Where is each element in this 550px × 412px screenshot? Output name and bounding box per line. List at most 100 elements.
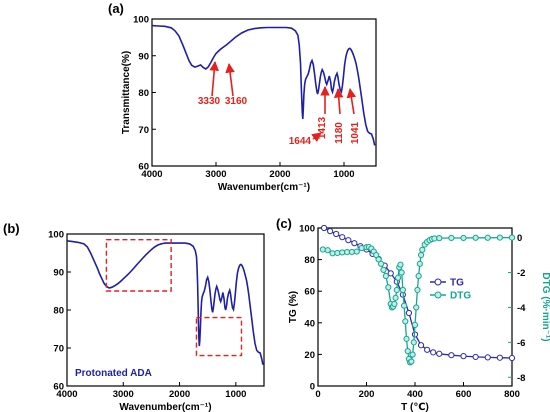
- legend-tg-marker: [434, 278, 442, 286]
- dtg-marker: [403, 335, 410, 342]
- peak-arrow-1180: [333, 88, 344, 115]
- tg-marker: [430, 349, 437, 356]
- panel-b-x-axis-title: Wavenumber(cm⁻¹): [119, 402, 211, 412]
- panel-c-right-y-tick-label: -8: [517, 373, 525, 384]
- panel-b-y-tick-label: 70: [53, 344, 64, 355]
- tg-marker: [484, 354, 491, 361]
- tg-marker: [405, 309, 413, 317]
- panel-c-x-tick-label: 0: [315, 389, 320, 400]
- dtg-marker: [398, 269, 405, 276]
- dtg-marker: [414, 286, 421, 294]
- dtg-marker: [402, 318, 409, 325]
- dtg-marker: [408, 358, 415, 365]
- peak-arrow-3160: [225, 63, 235, 97]
- dtg-marker: [392, 294, 399, 301]
- highlight-box-2: [195, 316, 243, 357]
- peak-label-1413: 1413: [317, 116, 328, 139]
- panel-a-x-ticks: 4000 3000 2000 1000: [141, 162, 355, 180]
- dtg-marker: [413, 304, 420, 311]
- highlight-box-1: [105, 238, 172, 292]
- panel-b-sample-label: Protonated ADA: [75, 368, 152, 379]
- tg-marker: [320, 224, 328, 232]
- dtg-marker: [382, 272, 389, 280]
- panel-c-y-axis-title-right: DTG (%·min⁻¹): [540, 272, 550, 341]
- dtg-marker: [436, 235, 443, 242]
- panel-a-x-tick-label: 4000: [141, 169, 162, 180]
- tg-marker: [436, 350, 443, 357]
- panel-c-x-axis-title: T (℃): [401, 402, 429, 412]
- panel-a-peak-annotations: 3330 3160 1644 1413 1180 1041: [198, 61, 361, 147]
- dtg-marker: [353, 248, 360, 255]
- panel-c-legend: TG DTG: [430, 278, 471, 302]
- panel-a-label: (a): [108, 1, 124, 16]
- dtg-marker: [400, 302, 408, 309]
- tg-marker: [387, 270, 394, 277]
- tg-marker: [339, 234, 346, 241]
- peak-arrow-1041: [346, 88, 357, 115]
- dtg-marker: [496, 234, 503, 241]
- panel-a-y-tick-label: 70: [138, 125, 149, 136]
- tg-marker: [327, 228, 334, 235]
- dtg-marker: [409, 351, 416, 358]
- panel-c-right-y-tick-label: -6: [517, 338, 525, 349]
- panel-a-y-tick-label: 100: [133, 15, 149, 26]
- peak-arrow-1644: [311, 132, 322, 143]
- panel-b-label: (b): [3, 221, 20, 236]
- dtg-marker: [393, 286, 400, 294]
- dtg-marker: [404, 347, 411, 355]
- panel-c: (c) 0 200 400 600 800 0 20 40 60 80 100 -8 -6 -4 -2 0…: [276, 216, 550, 412]
- dtg-marker: [419, 246, 426, 253]
- panel-c-x-ticks: 0 200 400 600 800: [315, 382, 520, 400]
- panel-c-x-tick-label: 200: [359, 389, 375, 400]
- peak-arrow-3330: [209, 61, 220, 97]
- dtg-marker: [415, 272, 422, 280]
- panel-a-y-tick-label: 90: [138, 51, 149, 62]
- panel-b: (b) 4000 3000 2000 1000 60 70 80 90 100 Protona…: [3, 221, 265, 412]
- panel-b-x-tick-label: 1000: [225, 389, 246, 400]
- panel-a-x-axis-title: Wavenumber(cm⁻¹): [218, 182, 310, 193]
- panel-a-y-ticks: 60 70 80 90 100: [133, 15, 156, 173]
- panel-a-y-axis-title: Transmittance(%): [121, 51, 132, 134]
- panel-c-y-ticks-left: 0 20 40 60 80 100: [299, 224, 322, 393]
- dtg-marker: [377, 260, 385, 267]
- dtg-marker: [380, 266, 387, 274]
- dtg-marker: [397, 261, 404, 268]
- tg-marker: [333, 230, 340, 238]
- panel-c-y-tick-label: 20: [304, 350, 315, 361]
- dtg-marker: [319, 246, 326, 253]
- panel-a: (a) 4000 3000 2000 1000 60 70 80 90 100 3330 316…: [108, 1, 377, 193]
- dtg-marker: [410, 339, 417, 346]
- panel-b-plot-area: [66, 233, 265, 387]
- dtg-marker: [391, 300, 398, 308]
- panel-c-y-tick-label: 40: [304, 318, 315, 329]
- peak-label-1180: 1180: [334, 122, 345, 144]
- legend-dtg-marker: [434, 291, 442, 299]
- panel-c-dtg-line: [322, 236, 512, 364]
- peak-label-1644: 1644: [289, 136, 312, 147]
- dtg-marker: [484, 234, 491, 241]
- peak-label-3330: 3330: [198, 96, 221, 107]
- tg-marker: [496, 354, 503, 361]
- panel-b-y-tick-label: 80: [53, 306, 64, 317]
- dtg-marker: [385, 284, 392, 291]
- panel-a-y-tick-label: 60: [138, 162, 149, 173]
- panel-b-spectrum-line: [66, 240, 264, 365]
- panel-c-right-y-tick-label: -4: [517, 303, 526, 314]
- dtg-marker: [416, 260, 423, 267]
- panel-a-spectrum-line: [151, 24, 376, 146]
- panel-a-x-tick-label: 3000: [205, 169, 226, 180]
- legend-dtg-label: DTG: [450, 291, 471, 302]
- dtg-marker: [399, 286, 406, 294]
- peak-label-3160: 3160: [225, 96, 248, 107]
- panel-b-y-tick-label: 60: [53, 382, 64, 393]
- panel-b-y-tick-label: 100: [48, 230, 64, 241]
- tg-marker: [424, 346, 431, 353]
- panel-b-y-tick-label: 90: [53, 268, 64, 279]
- dtg-marker: [417, 251, 425, 259]
- panel-b-x-tick-label: 3000: [113, 389, 134, 400]
- panel-c-y-axis-title-left: TG (%): [288, 291, 299, 323]
- legend-tg-label: TG: [450, 278, 464, 289]
- panel-c-x-tick-label: 800: [504, 389, 520, 400]
- tg-marker: [448, 352, 455, 359]
